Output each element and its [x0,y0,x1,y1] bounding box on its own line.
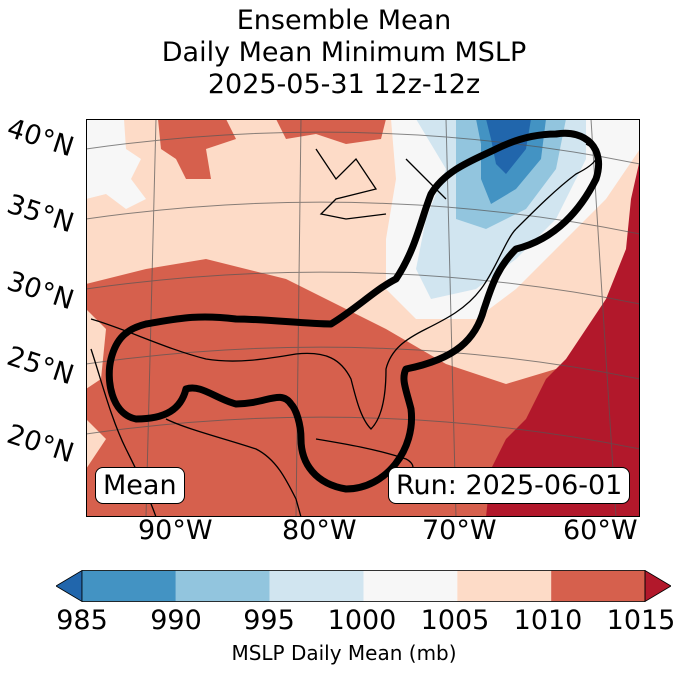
colorbar-extend-low [56,570,83,602]
grid-lon-70 [445,119,457,517]
field-1005-west [86,309,106,389]
colorbar-tick-1015: 1015 [606,605,676,636]
grid-lat-30 [86,271,640,305]
field-1015-east [486,159,640,517]
grid-lon-90 [145,119,157,517]
grid-lat-25 [86,346,640,380]
title-line-2: Daily Mean Minimum MSLP [161,37,527,68]
run-date-annotation: Run: 2025-06-01 [388,467,631,504]
title-line-1: Ensemble Mean [236,5,452,36]
colorbar-outline [81,570,646,602]
colorbar-extend-high [644,570,671,602]
colorbar-segment [551,570,645,602]
risk-contour [105,129,603,493]
coast-yucatan [165,418,302,517]
lon-label-80: 80°W [282,515,357,546]
title-line-3: 2025-05-31 12z-12z [207,69,481,100]
great-lakes [315,148,447,220]
colorbar [56,570,671,602]
lat-label-20: 20°N [3,418,78,470]
map-frame [86,119,640,517]
mean-annotation: Mean [95,467,185,504]
colorbar-tick-1005: 1005 [420,605,490,636]
lat-label-40: 40°N [3,112,78,164]
field-1010-north-patch [158,119,236,179]
grid-lat-40 [86,131,640,165]
pressure-map [86,119,640,517]
colorbar-tick-990: 990 [150,605,202,636]
colorbar-segment [363,570,458,602]
colorbar-label: MSLP Daily Mean (mb) [231,641,457,665]
colorbar-segment [82,570,176,602]
lat-label-35: 35°N [3,188,78,240]
colorbar-tick-1010: 1010 [513,605,583,636]
colorbar-segment [457,570,552,602]
coast-gulf [90,228,517,430]
grid-lat-20 [86,416,640,450]
field-1010-north-patch-2 [276,119,386,144]
lat-label-25: 25°N [3,340,78,392]
lon-label-90: 90°W [138,515,213,546]
colorbar-tick-995: 995 [243,605,295,636]
field-1000-northwest [86,119,146,209]
lat-label-30: 30°N [3,265,78,317]
lon-label-60: 60°W [563,515,638,546]
colorbar-segment [269,570,364,602]
grid-lon-80 [295,119,302,517]
colorbar-tick-1000: 1000 [327,605,397,636]
lon-label-70: 70°W [422,515,497,546]
field-1005-southwest [86,419,106,469]
colorbar-segment [175,570,270,602]
colorbar-tick-985: 985 [56,605,108,636]
